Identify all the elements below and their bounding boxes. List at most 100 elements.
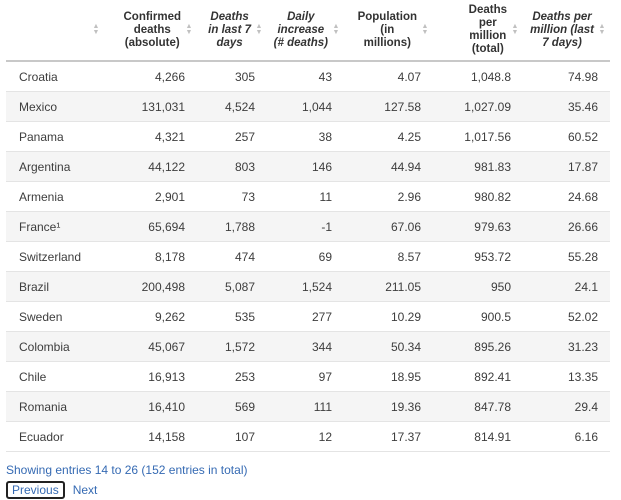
value-cell: 803 (197, 151, 267, 182)
column-header-label: Population (in millions) (357, 10, 417, 49)
value-cell: 11 (267, 181, 344, 212)
sort-icon[interactable]: ▲ ▼ (92, 23, 100, 36)
value-cell: 257 (197, 121, 267, 152)
country-cell: Colombia (6, 331, 104, 362)
table-row: Mexico 131,031 4,524 1,044 127.58 1,027.09 35.… (6, 91, 610, 122)
table-body: Croatia 4,266 305 43 4.07 1,048.8 74.98 Mexico 1… (6, 61, 610, 452)
value-cell: 4,524 (197, 91, 267, 122)
pagination: Previous Next (6, 481, 97, 499)
sort-icon[interactable]: ▲ ▼ (255, 23, 263, 36)
value-cell: 8,178 (104, 241, 197, 272)
value-cell: 16,410 (104, 391, 197, 422)
column-header-deaths-per-million-total[interactable]: Deaths per million (total) ▲ ▼ (433, 0, 523, 62)
country-cell: France¹ (6, 211, 104, 242)
value-cell: 50.34 (344, 331, 433, 362)
value-cell: 10.29 (344, 301, 433, 332)
column-header-deaths-last-7-days[interactable]: Deaths in last 7 days ▲ ▼ (197, 0, 267, 62)
value-cell: 981.83 (433, 151, 523, 182)
value-cell: 200,498 (104, 271, 197, 302)
value-cell: 847.78 (433, 391, 523, 422)
value-cell: 953.72 (433, 241, 523, 272)
value-cell: -1 (267, 211, 344, 242)
value-cell: 17.87 (523, 151, 610, 182)
column-header-label: Deaths per million (last 7 days) (530, 10, 594, 49)
value-cell: 1,017.56 (433, 121, 523, 152)
value-cell: 24.1 (523, 271, 610, 302)
value-cell: 344 (267, 331, 344, 362)
value-cell: 43 (267, 61, 344, 92)
table-row: Ecuador 14,158 107 12 17.37 814.91 6.16 (6, 421, 610, 452)
value-cell: 35.46 (523, 91, 610, 122)
value-cell: 814.91 (433, 421, 523, 452)
country-cell: Panama (6, 121, 104, 152)
sort-icon[interactable]: ▲ ▼ (511, 23, 519, 36)
value-cell: 38 (267, 121, 344, 152)
value-cell: 569 (197, 391, 267, 422)
column-header-label: Deaths per million (total) (468, 4, 507, 55)
value-cell: 892.41 (433, 361, 523, 392)
country-cell: Argentina (6, 151, 104, 182)
table-row: Argentina 44,122 803 146 44.94 981.83 17.87 (6, 151, 610, 182)
value-cell: 305 (197, 61, 267, 92)
table-row: Sweden 9,262 535 277 10.29 900.5 52.02 (6, 301, 610, 332)
table-row: Romania 16,410 569 111 19.36 847.78 29.4 (6, 391, 610, 422)
next-button[interactable]: Next (72, 483, 98, 497)
table-row: Panama 4,321 257 38 4.25 1,017.56 60.52 (6, 121, 610, 152)
value-cell: 146 (267, 151, 344, 182)
value-cell: 45,067 (104, 331, 197, 362)
value-cell: 107 (197, 421, 267, 452)
value-cell: 74.98 (523, 61, 610, 92)
value-cell: 6.16 (523, 421, 610, 452)
value-cell: 55.28 (523, 241, 610, 272)
value-cell: 97 (267, 361, 344, 392)
table-row: Brazil 200,498 5,087 1,524 211.05 950 24.1 (6, 271, 610, 302)
previous-button[interactable]: Previous (6, 481, 65, 499)
value-cell: 8.57 (344, 241, 433, 272)
value-cell: 895.26 (433, 331, 523, 362)
value-cell: 29.4 (523, 391, 610, 422)
value-cell: 950 (433, 271, 523, 302)
value-cell: 535 (197, 301, 267, 332)
value-cell: 111 (267, 391, 344, 422)
value-cell: 1,027.09 (433, 91, 523, 122)
value-cell: 67.06 (344, 211, 433, 242)
data-table-container: ▲ ▼ Confirmed deaths (absolute) ▲ ▼ Deaths in… (6, 0, 610, 452)
value-cell: 980.82 (433, 181, 523, 212)
value-cell: 52.02 (523, 301, 610, 332)
country-cell: Sweden (6, 301, 104, 332)
value-cell: 65,694 (104, 211, 197, 242)
value-cell: 1,572 (197, 331, 267, 362)
column-header-label: Confirmed deaths (absolute) (123, 10, 182, 49)
value-cell: 44.94 (344, 151, 433, 182)
table-row: Colombia 45,067 1,572 344 50.34 895.26 31.23 (6, 331, 610, 362)
value-cell: 17.37 (344, 421, 433, 452)
sort-icon[interactable]: ▲ ▼ (421, 23, 429, 36)
value-cell: 31.23 (523, 331, 610, 362)
table-row: Switzerland 8,178 474 69 8.57 953.72 55.28 (6, 241, 610, 272)
value-cell: 9,262 (104, 301, 197, 332)
table-header-row: ▲ ▼ Confirmed deaths (absolute) ▲ ▼ Deaths in… (6, 0, 610, 62)
value-cell: 131,031 (104, 91, 197, 122)
value-cell: 127.58 (344, 91, 433, 122)
value-cell: 44,122 (104, 151, 197, 182)
table-row: Croatia 4,266 305 43 4.07 1,048.8 74.98 (6, 61, 610, 92)
column-header-label: Daily increase (# deaths) (273, 10, 328, 49)
sort-icon[interactable]: ▲ ▼ (332, 23, 340, 36)
country-cell: Croatia (6, 61, 104, 92)
country-cell: Chile (6, 361, 104, 392)
column-header-population[interactable]: Population (in millions) ▲ ▼ (344, 0, 433, 62)
column-header-country[interactable]: ▲ ▼ (6, 0, 104, 62)
sort-icon[interactable]: ▲ ▼ (185, 23, 193, 36)
table-row: Chile 16,913 253 97 18.95 892.41 13.35 (6, 361, 610, 392)
value-cell: 1,524 (267, 271, 344, 302)
column-header-deaths-per-million-last-7-days[interactable]: Deaths per million (last 7 days) ▲ ▼ (523, 0, 610, 62)
value-cell: 14,158 (104, 421, 197, 452)
country-cell: Switzerland (6, 241, 104, 272)
column-header-daily-increase[interactable]: Daily increase (# deaths) ▲ ▼ (267, 0, 344, 62)
sort-icon[interactable]: ▲ ▼ (598, 23, 606, 36)
value-cell: 19.36 (344, 391, 433, 422)
table-row: Armenia 2,901 73 11 2.96 980.82 24.68 (6, 181, 610, 212)
value-cell: 24.68 (523, 181, 610, 212)
column-header-confirmed-deaths[interactable]: Confirmed deaths (absolute) ▲ ▼ (104, 0, 197, 62)
country-cell: Armenia (6, 181, 104, 212)
